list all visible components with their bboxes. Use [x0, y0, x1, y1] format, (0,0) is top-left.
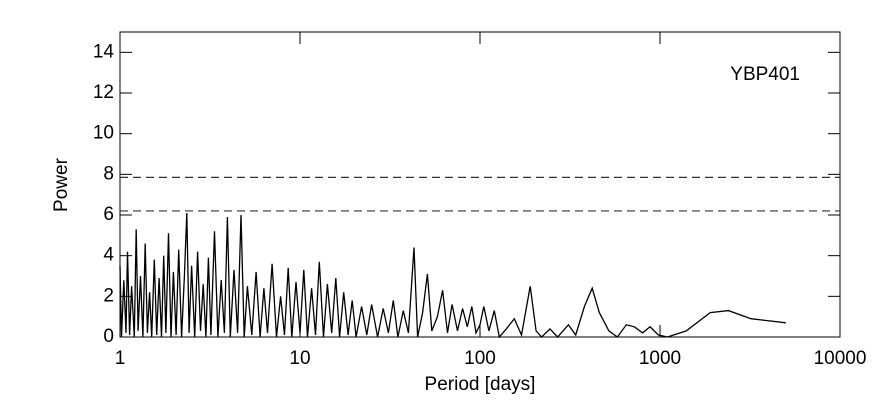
- y-axis-label: Power: [51, 157, 72, 212]
- y-tick-label: 12: [93, 82, 114, 103]
- x-tick-label: 10: [289, 348, 310, 369]
- y-tick-label: 6: [103, 204, 114, 225]
- x-tick-label: 100: [464, 348, 496, 369]
- power-line: [119, 212, 786, 339]
- y-tick-label: 8: [103, 163, 114, 184]
- y-tick-label: 0: [103, 326, 114, 347]
- y-tick-label: 14: [93, 41, 115, 62]
- y-tick-label: 4: [103, 245, 114, 266]
- x-tick-label: 10000: [814, 348, 867, 369]
- x-axis-label: Period [days]: [425, 374, 536, 395]
- x-tick-label: 1000: [639, 348, 681, 369]
- x-tick-label: 1: [115, 348, 126, 369]
- annotation: YBP401: [730, 64, 800, 85]
- y-tick-label: 10: [93, 123, 114, 144]
- y-tick-label: 2: [103, 285, 114, 306]
